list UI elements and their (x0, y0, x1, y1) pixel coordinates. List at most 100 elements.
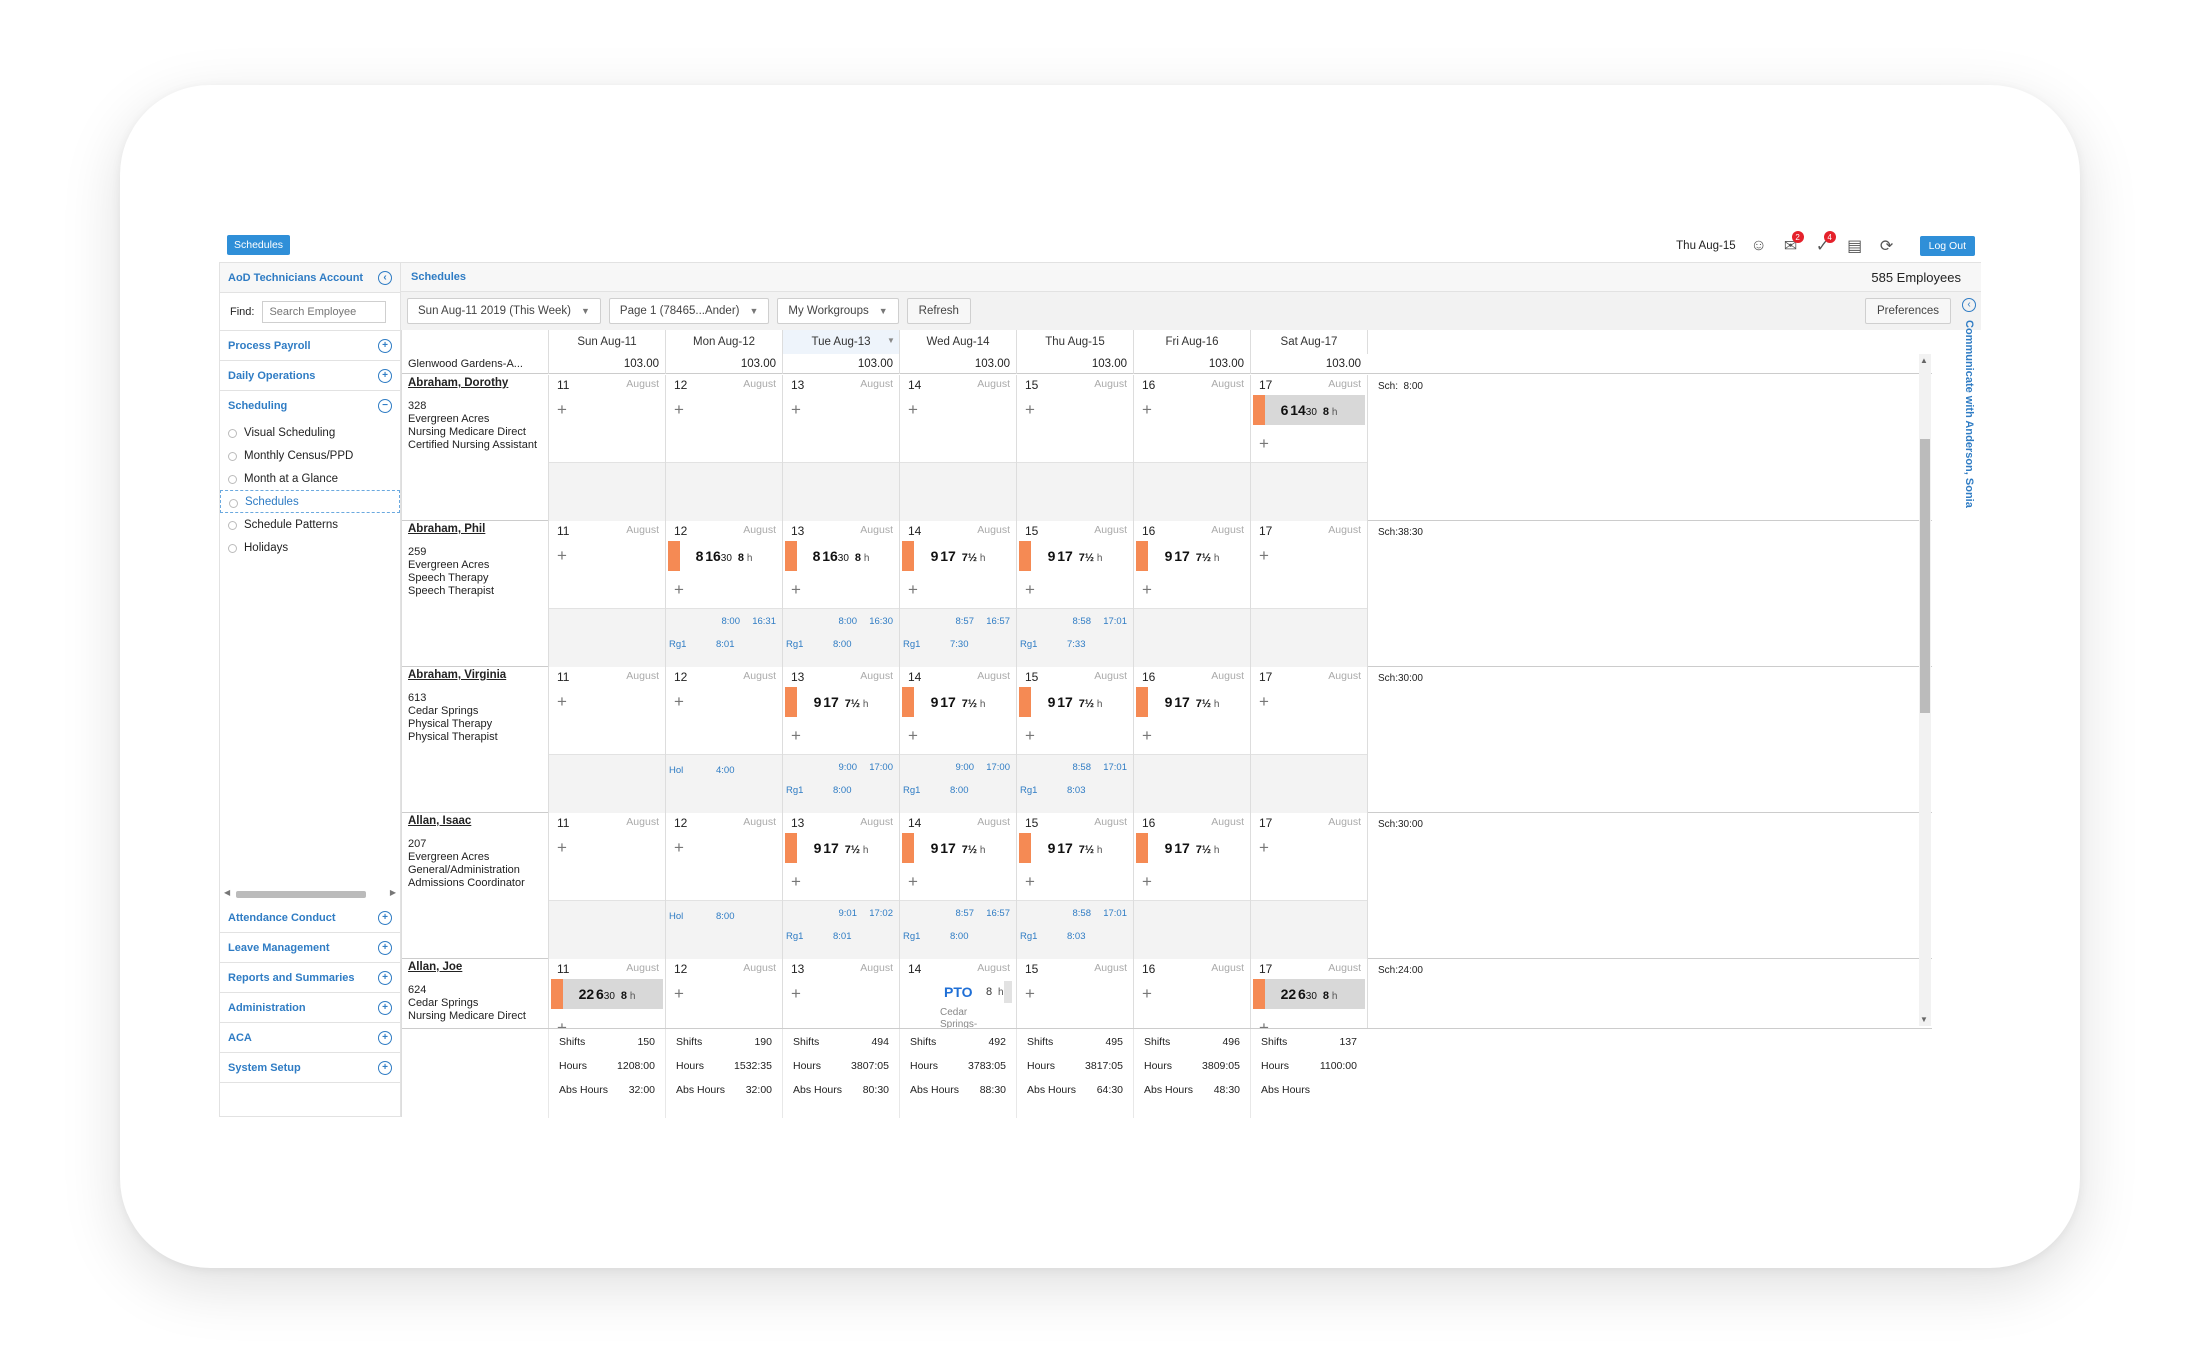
add-shift-icon[interactable]: + (908, 400, 918, 419)
day-cell[interactable]: 13 August + (782, 959, 899, 1028)
day-cell[interactable]: 15 August + (1016, 375, 1133, 521)
add-shift-icon[interactable]: + (1142, 984, 1152, 1003)
day-cell[interactable]: 11 August + (548, 375, 665, 521)
add-shift-icon[interactable]: + (557, 692, 567, 711)
day-cell[interactable]: 12 August + Hol 8:00 (665, 813, 782, 959)
employee-name-link[interactable]: Allan, Isaac (408, 815, 472, 827)
shift-block[interactable]: 9 17 7½ h (1136, 541, 1248, 571)
menu-attendance-conduct[interactable]: Attendance Conduct + (220, 903, 400, 933)
add-shift-icon[interactable]: + (1025, 580, 1035, 599)
shift-block[interactable]: 9 17 7½ h (902, 541, 1014, 571)
search-employee-input[interactable] (262, 300, 387, 323)
add-shift-icon[interactable]: + (908, 580, 918, 599)
shift-block[interactable]: 9 17 7½ h (1136, 687, 1248, 717)
day-header-6[interactable]: Sat Aug-17 (1250, 330, 1367, 354)
menu-daily-operations[interactable]: Daily Operations + (220, 361, 400, 391)
shift-block[interactable]: 8 1630 8 h (785, 541, 897, 571)
day-cell[interactable]: 15 August + (1016, 959, 1133, 1028)
day-cell[interactable]: 17 August 6 1430 8 h + (1250, 375, 1367, 521)
day-cell[interactable]: 11 August 22 630 8 h + (548, 959, 665, 1028)
day-cell[interactable]: 14 August 9 17 7½ h +8:57 16:57 Rg1 7:30 (899, 521, 1016, 667)
add-shift-icon[interactable]: + (557, 400, 567, 419)
expand-icon[interactable]: + (378, 1030, 392, 1045)
sidebar-horizontal-scrollbar[interactable]: ◀ ▶ (222, 888, 398, 900)
add-shift-icon[interactable]: + (908, 872, 918, 891)
day-cell[interactable]: 11 August + (548, 667, 665, 813)
check-icon[interactable]: ✓ 4 (1812, 231, 1836, 257)
menu-aca[interactable]: ACA + (220, 1023, 400, 1053)
add-shift-icon[interactable]: + (791, 400, 801, 419)
day-cell[interactable]: 16 August 9 17 7½ h + (1133, 667, 1250, 813)
shift-block[interactable]: 9 17 7½ h (902, 833, 1014, 863)
menu-system-setup[interactable]: System Setup + (220, 1053, 400, 1083)
day-cell[interactable]: 11 August + (548, 521, 665, 667)
day-cell[interactable]: 12 August + Hol 4:00 (665, 667, 782, 813)
shift-block[interactable]: 22 630 8 h (1253, 979, 1365, 1009)
collapse-icon[interactable]: − (378, 399, 392, 413)
cell-scrollbar[interactable] (1004, 981, 1012, 1003)
shift-block[interactable]: 9 17 7½ h (785, 687, 897, 717)
scrollbar-thumb[interactable] (236, 891, 366, 898)
menu-process-payroll[interactable]: Process Payroll + (220, 331, 400, 361)
account-name[interactable]: AoD Technicians Account (228, 271, 364, 284)
day-header-5[interactable]: Fri Aug-16 (1133, 330, 1250, 354)
expand-icon[interactable]: + (378, 1060, 392, 1075)
sync-icon[interactable]: ⟳ (1879, 238, 1894, 255)
shift-block[interactable]: 9 17 7½ h (1136, 833, 1248, 863)
shift-block[interactable]: 22 630 8 h (551, 979, 663, 1009)
add-shift-icon[interactable]: + (674, 692, 684, 711)
day-header-2[interactable]: Tue Aug-13 (782, 330, 899, 354)
add-shift-icon[interactable]: + (791, 872, 801, 891)
sub-schedules[interactable]: Schedules (220, 490, 400, 513)
add-shift-icon[interactable]: + (1259, 692, 1269, 711)
day-header-3[interactable]: Wed Aug-14 (899, 330, 1016, 354)
add-shift-icon[interactable]: + (1142, 580, 1152, 599)
day-cell[interactable]: 17 August + (1250, 813, 1367, 959)
menu-administration[interactable]: Administration + (220, 993, 400, 1023)
add-shift-icon[interactable]: + (674, 400, 684, 419)
expand-icon[interactable]: + (378, 970, 392, 985)
sub-holidays[interactable]: Holidays (220, 536, 400, 559)
week-select[interactable]: Sun Aug-11 2019 (This Week) ▼ (407, 298, 601, 324)
day-cell[interactable]: 14 August 9 17 7½ h +9:00 17:00 Rg1 8:00 (899, 667, 1016, 813)
add-shift-icon[interactable]: + (557, 838, 567, 857)
expand-icon[interactable]: + (378, 910, 392, 925)
expand-icon[interactable]: + (378, 338, 392, 353)
expand-panel-icon[interactable]: ‹ (1962, 298, 1976, 312)
chevron-down-icon[interactable]: ▼ (887, 336, 895, 345)
expand-icon[interactable]: + (378, 368, 392, 383)
day-cell[interactable]: 17 August + (1250, 667, 1367, 813)
day-cell[interactable]: 17 August + (1250, 521, 1367, 667)
add-shift-icon[interactable]: + (1142, 400, 1152, 419)
employee-name-link[interactable]: Abraham, Virginia (408, 669, 507, 681)
expand-icon[interactable]: + (378, 940, 392, 955)
shift-block[interactable]: 9 17 7½ h (902, 687, 1014, 717)
day-cell[interactable]: 16 August + (1133, 959, 1250, 1028)
add-shift-icon[interactable]: + (1259, 434, 1269, 453)
breadcrumb-schedules[interactable]: Schedules (411, 271, 467, 283)
add-shift-icon[interactable]: + (1259, 1018, 1269, 1028)
pto-label[interactable]: PTO (944, 984, 973, 1000)
employee-name-link[interactable]: Allan, Joe (408, 961, 463, 973)
add-shift-icon[interactable]: + (674, 580, 684, 599)
day-cell[interactable]: 14 August 9 17 7½ h +8:57 16:57 Rg1 8:00 (899, 813, 1016, 959)
add-shift-icon[interactable]: + (1025, 400, 1035, 419)
day-cell[interactable]: 12 August 8 1630 8 h +8:00 16:31 Rg1 8:01 (665, 521, 782, 667)
sub-visual-scheduling[interactable]: Visual Scheduling (220, 421, 400, 444)
logout-button[interactable]: Log Out (1919, 236, 1975, 256)
day-header-1[interactable]: Mon Aug-12 (665, 330, 782, 354)
day-cell[interactable]: 15 August 9 17 7½ h +8:58 17:01 Rg1 8:03 (1016, 667, 1133, 813)
shift-block[interactable]: 8 1630 8 h (668, 541, 780, 571)
shift-block[interactable]: 9 17 7½ h (1019, 687, 1131, 717)
add-shift-icon[interactable]: + (1025, 872, 1035, 891)
add-shift-icon[interactable]: + (791, 580, 801, 599)
shift-block[interactable]: 9 17 7½ h (1019, 541, 1131, 571)
employee-name-link[interactable]: Abraham, Phil (408, 523, 486, 535)
add-shift-icon[interactable]: + (674, 984, 684, 1003)
shift-block[interactable]: 6 1430 8 h (1253, 395, 1365, 425)
day-cell[interactable]: 12 August + (665, 375, 782, 521)
add-shift-icon[interactable]: + (1142, 872, 1152, 891)
day-cell[interactable]: 13 August 8 1630 8 h +8:00 16:30 Rg1 8:00 (782, 521, 899, 667)
day-cell[interactable]: 15 August 9 17 7½ h +8:58 17:01 Rg1 7:33 (1016, 521, 1133, 667)
scroll-left-icon[interactable]: ◀ (224, 888, 231, 897)
